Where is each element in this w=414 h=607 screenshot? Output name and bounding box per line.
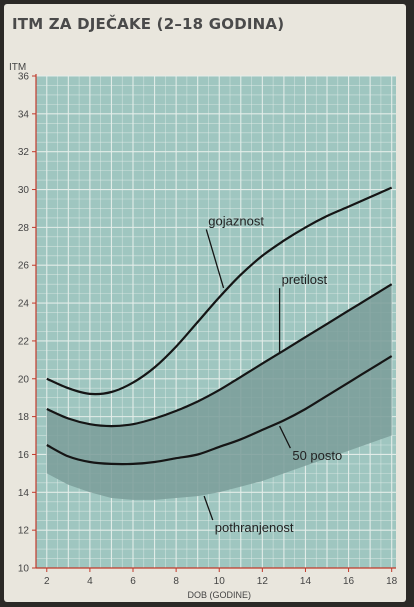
x-tick-label: 4 <box>87 576 93 587</box>
series-pretilost-label: pretilost <box>282 272 328 287</box>
y-tick-label: 16 <box>18 450 30 461</box>
y-tick-label: 10 <box>18 564 30 575</box>
y-tick-label: 26 <box>18 261 30 272</box>
series-50-posto-line <box>46 355 393 466</box>
x-tick-label: 16 <box>343 576 355 587</box>
series-pothranjenost-leader <box>203 495 214 521</box>
x-tick-label: 10 <box>214 576 226 587</box>
series-gojaznost-label: gojaznost <box>208 213 264 228</box>
y-tick-label: 18 <box>18 412 30 423</box>
y-tick-label: 34 <box>18 109 30 120</box>
x-tick-label: 8 <box>173 576 179 587</box>
y-tick-label: 14 <box>18 488 30 499</box>
y-tick-label: 36 <box>18 72 30 83</box>
series-gojaznost-leader <box>205 229 225 289</box>
x-tick-label: 6 <box>130 576 136 587</box>
series-pothranjenost-label: pothranjenost <box>215 520 294 535</box>
x-tick-label: 2 <box>44 576 50 587</box>
x-tick-label: 14 <box>300 576 312 587</box>
y-tick-label: 20 <box>18 374 30 385</box>
x-tick-label: 12 <box>257 576 269 587</box>
series-50-posto-label: 50 posto <box>292 448 342 463</box>
y-tick-label: 24 <box>18 299 30 310</box>
x-axis-title: DOB (GODINE) <box>187 590 251 600</box>
series-gojaznost-line <box>46 186 393 396</box>
chart-title: ITM ZA DJEČAKE (2–18 GODINA) <box>12 15 285 33</box>
y-tick-label: 12 <box>18 526 30 537</box>
y-tick-label: 30 <box>18 185 30 196</box>
y-tick-label: 22 <box>18 336 30 347</box>
y-tick-label: 32 <box>18 147 30 158</box>
x-tick-label: 18 <box>386 576 398 587</box>
y-axis-title: ITM <box>9 62 26 73</box>
series-pretilost-line <box>46 283 393 428</box>
series-50-posto-leader <box>279 425 291 449</box>
y-tick-label: 28 <box>18 223 30 234</box>
